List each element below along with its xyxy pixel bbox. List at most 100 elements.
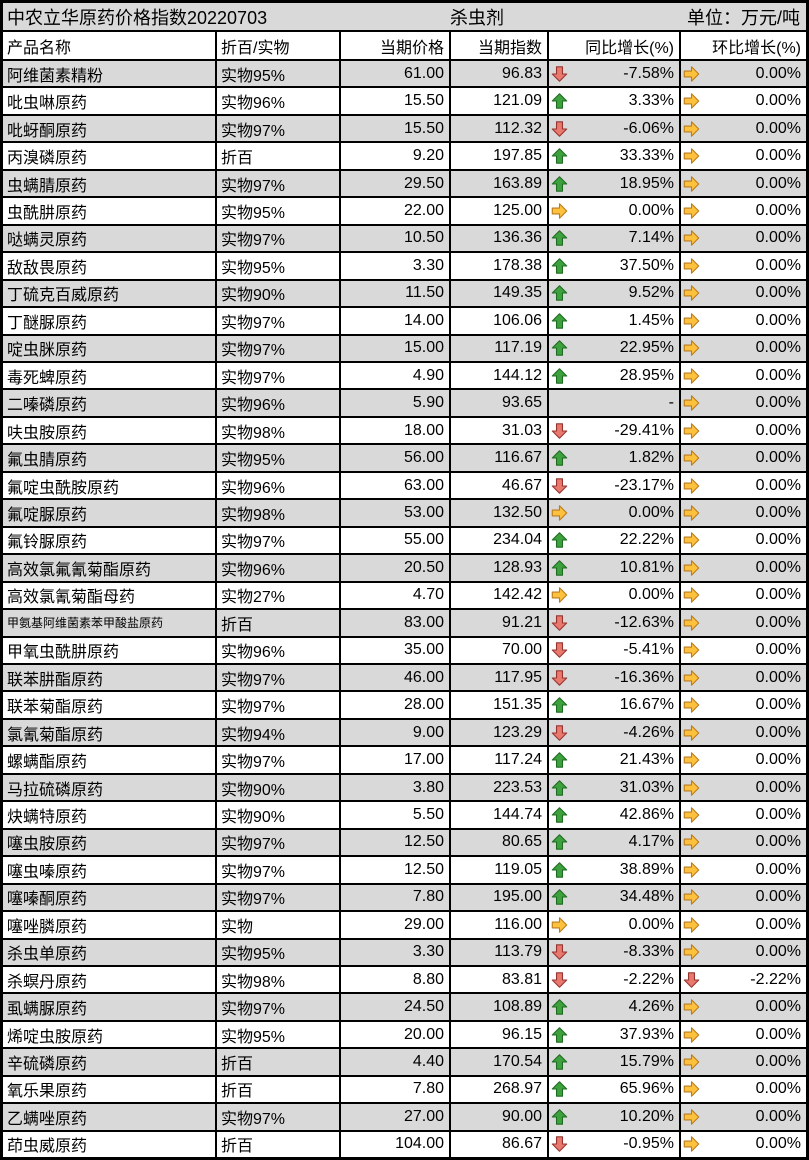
- table-row: 吡蚜酮原药 实物97% 15.50 112.32 -6.06% 0.00%: [3, 115, 806, 144]
- right-arrow-icon: [551, 916, 568, 934]
- right-arrow-icon: [683, 833, 700, 851]
- yoy-cell: -5.41%: [549, 637, 681, 663]
- table-row: 噻虫胺原药 实物97% 12.50 80.65 4.17% 0.00%: [3, 829, 806, 858]
- product-name-cell: 毒死蜱原药: [3, 362, 217, 389]
- mom-cell: 0.00%: [681, 500, 806, 525]
- spec-cell: 实物97%: [217, 527, 341, 554]
- yoy-cell: 22.22%: [549, 527, 681, 554]
- index-cell: 151.35: [451, 692, 549, 718]
- mom-value: 0.00%: [755, 339, 801, 357]
- mom-cell: 0.00%: [681, 802, 806, 827]
- mom-value: 0.00%: [755, 805, 801, 823]
- index-cell: 117.95: [451, 664, 549, 691]
- yoy-value: 37.50%: [619, 256, 674, 274]
- spec-cell: 实物95%: [217, 253, 341, 279]
- mom-cell: 0.00%: [681, 116, 806, 141]
- mom-cell: 0.00%: [681, 775, 806, 800]
- yoy-cell: 4.17%: [549, 829, 681, 856]
- index-cell: 31.03: [451, 417, 549, 444]
- up-arrow-icon: [551, 449, 568, 467]
- mom-value: 0.00%: [755, 147, 801, 165]
- table-row: 杀虫单原药 实物95% 3.30 113.79 -8.33% 0.00%: [3, 939, 806, 967]
- mom-value: 0.00%: [755, 860, 801, 878]
- mom-cell: 0.00%: [681, 198, 806, 223]
- spec-cell: 实物97%: [217, 857, 341, 883]
- right-arrow-icon: [683, 779, 700, 797]
- table-row: 噻嗪酮原药 实物97% 7.80 195.00 34.48% 0.00%: [3, 884, 806, 913]
- mom-value: 0.00%: [755, 119, 801, 137]
- right-arrow-icon: [683, 229, 700, 247]
- spec-cell: 实物97%: [217, 170, 341, 197]
- price-cell: 15.00: [341, 335, 451, 361]
- index-cell: 144.74: [451, 802, 549, 828]
- price-cell: 14.00: [341, 308, 451, 334]
- yoy-cell: 15.79%: [549, 1049, 681, 1075]
- price-cell: 5.50: [341, 802, 451, 828]
- mom-value: 0.00%: [755, 723, 801, 741]
- down-arrow-icon: [551, 477, 568, 495]
- yoy-cell: 9.52%: [549, 280, 681, 307]
- price-cell: 22.00: [341, 198, 451, 224]
- yoy-cell: 7.14%: [549, 225, 681, 252]
- price-cell: 4.70: [341, 582, 451, 609]
- mom-cell: 0.00%: [681, 528, 806, 553]
- yoy-value: 34.48%: [619, 888, 674, 906]
- table-body: 阿维菌素精粉 实物95% 61.00 96.83 -7.58% 0.00% 吡虫啉原药 实物9…: [3, 61, 806, 1158]
- product-name-cell: 丁醚脲原药: [3, 308, 217, 334]
- yoy-value: 31.03%: [619, 778, 674, 796]
- yoy-value: -7.58%: [623, 64, 674, 82]
- table-row: 虫酰肼原药 实物95% 22.00 125.00 0.00% 0.00%: [3, 198, 806, 226]
- spec-cell: 实物95%: [217, 198, 341, 224]
- yoy-value: 0.00%: [628, 586, 674, 604]
- table-row: 丁醚脲原药 实物97% 14.00 106.06 1.45% 0.00%: [3, 308, 806, 336]
- index-cell: 113.79: [451, 939, 549, 965]
- spec-cell: 实物97%: [217, 115, 341, 142]
- yoy-cell: 38.89%: [549, 857, 681, 883]
- product-name-cell: 辛硫磷原药: [3, 1049, 217, 1075]
- yoy-value: 18.95%: [619, 174, 674, 192]
- price-cell: 24.50: [341, 994, 451, 1020]
- right-arrow-icon: [683, 422, 700, 440]
- up-arrow-icon: [551, 92, 568, 110]
- mom-value: 0.00%: [755, 1135, 801, 1153]
- up-arrow-icon: [551, 257, 568, 275]
- yoy-value: 22.22%: [619, 531, 674, 549]
- yoy-cell: -4.26%: [549, 719, 681, 746]
- yoy-cell: 0.00%: [549, 912, 681, 938]
- table-row: 联苯菊酯原药 实物97% 28.00 151.35 16.67% 0.00%: [3, 692, 806, 720]
- table-row: 茚虫威原药 折百 104.00 86.67 -0.95% 0.00%: [3, 1131, 806, 1158]
- spec-cell: 实物95%: [217, 939, 341, 965]
- mom-cell: 0.00%: [681, 583, 806, 608]
- yoy-cell: 42.86%: [549, 802, 681, 828]
- price-cell: 5.90: [341, 390, 451, 416]
- spec-cell: 实物95%: [217, 445, 341, 471]
- up-arrow-icon: [551, 312, 568, 330]
- column-header-current-price: 当期价格: [341, 32, 451, 59]
- up-arrow-icon: [551, 779, 568, 797]
- product-name-cell: 吡虫啉原药: [3, 88, 217, 114]
- up-arrow-icon: [551, 229, 568, 247]
- yoy-value: 1.45%: [628, 311, 674, 329]
- right-arrow-icon: [683, 147, 700, 165]
- product-name-cell: 乙螨唑原药: [3, 1104, 217, 1130]
- table-row: 啶虫脒原药 实物97% 15.00 117.19 22.95% 0.00%: [3, 335, 806, 363]
- spec-cell: 实物94%: [217, 719, 341, 746]
- product-name-cell: 烯啶虫胺原药: [3, 1021, 217, 1048]
- table-row: 氟铃脲原药 实物97% 55.00 234.04 22.22% 0.00%: [3, 527, 806, 556]
- spec-cell: 实物97%: [217, 692, 341, 718]
- right-arrow-icon: [683, 449, 700, 467]
- down-arrow-icon: [551, 641, 568, 659]
- mom-cell: 0.00%: [681, 940, 806, 965]
- price-cell: 27.00: [341, 1104, 451, 1130]
- yoy-cell: 0.00%: [549, 582, 681, 609]
- right-arrow-icon: [683, 312, 700, 330]
- spec-cell: 实物95%: [217, 61, 341, 87]
- price-cell: 46.00: [341, 664, 451, 691]
- spec-cell: 实物97%: [217, 829, 341, 856]
- table-row: 氧乐果原药 折百 7.80 268.97 65.96% 0.00%: [3, 1076, 806, 1105]
- spec-cell: 实物96%: [217, 472, 341, 499]
- up-arrow-icon: [551, 531, 568, 549]
- spec-cell: 实物97%: [217, 362, 341, 389]
- table-row: 丙溴磷原药 折百 9.20 197.85 33.33% 0.00%: [3, 143, 806, 171]
- column-header-mom-growth: 环比增长(%): [712, 39, 801, 57]
